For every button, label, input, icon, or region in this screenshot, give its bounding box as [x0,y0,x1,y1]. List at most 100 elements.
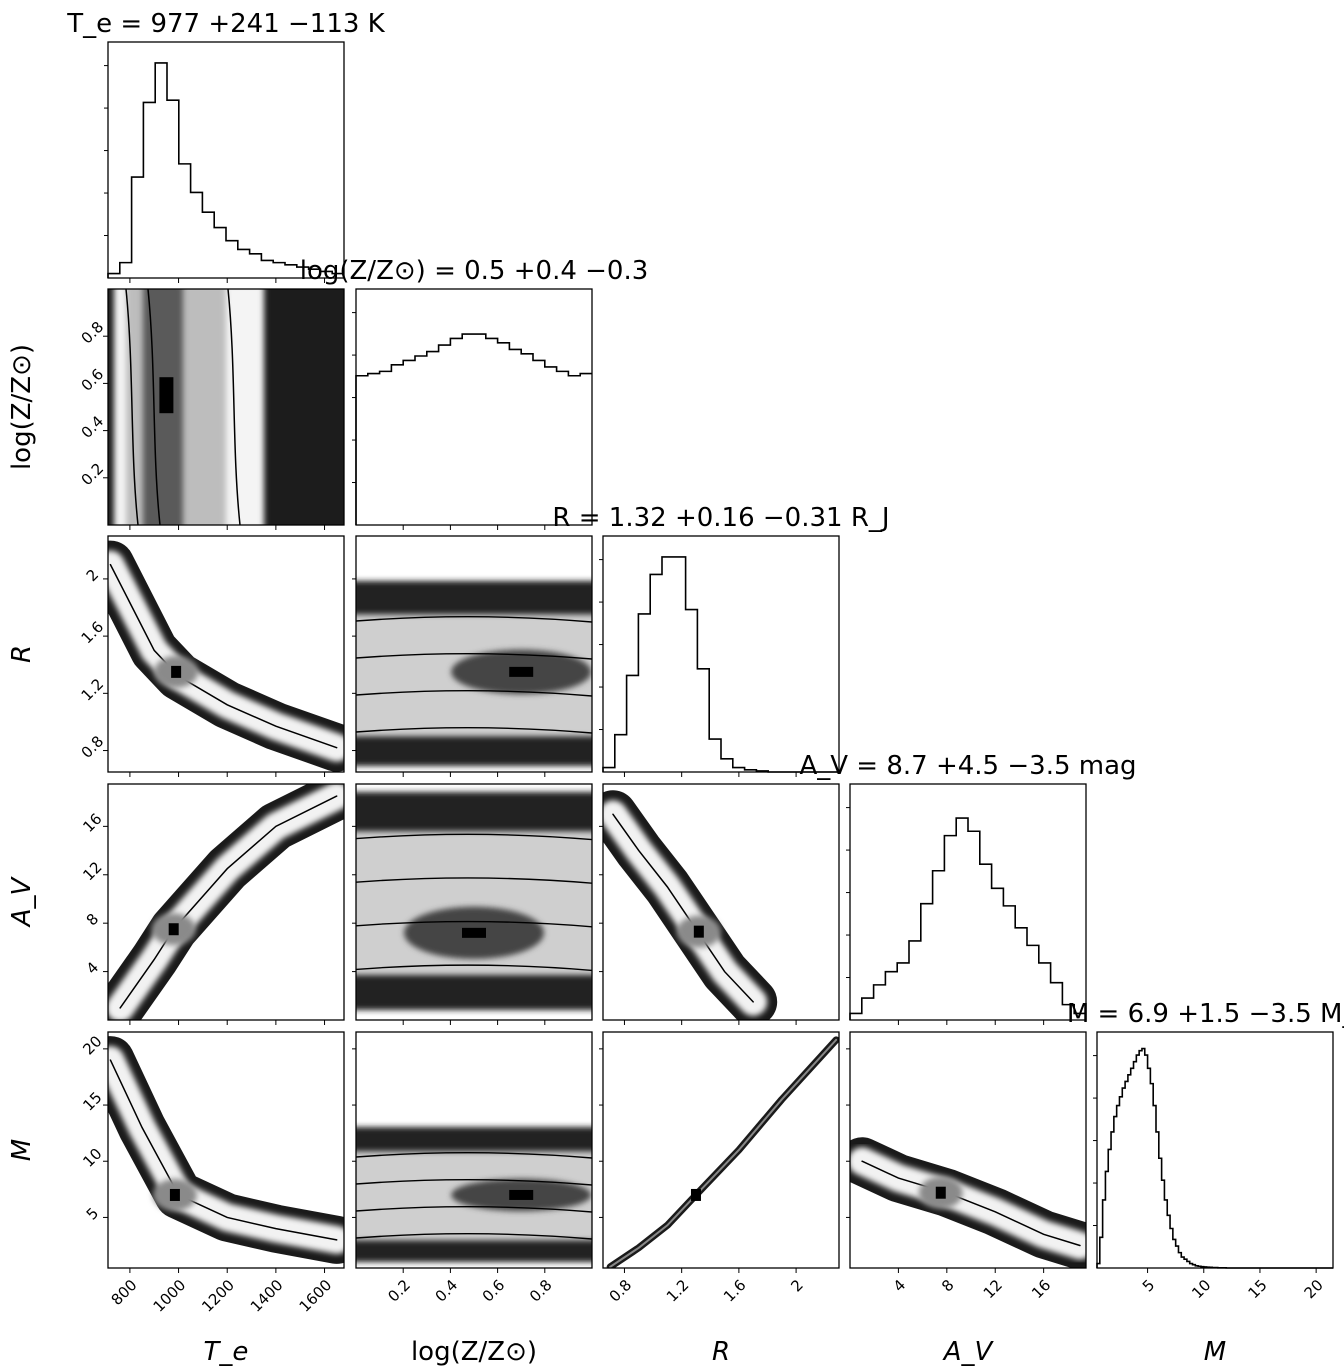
yaxis-label-M: M [7,1139,37,1161]
histogram-M: M = 6.9 +1.5 −3.5 M_J [1067,999,1344,1269]
ytick-label-logZ: 0.4 [78,412,108,442]
yaxis-label-Av: A_V [7,876,37,929]
ytick-label-Av: 4 [83,958,102,977]
xtick-label-logZ: 0.2 [384,1276,414,1306]
density-peak [159,377,174,414]
panel-bg [603,1032,839,1268]
ytick-label-M: 10 [79,1145,105,1171]
panel-content [108,1032,344,1268]
panel-content [356,784,592,1020]
density-peak [690,1188,701,1201]
contour-line [119,795,338,1009]
density-peak [693,925,704,938]
panel-frame-Av [849,783,1087,1021]
panel-frame-Te [107,41,345,279]
ytick-label-M: 15 [79,1088,105,1114]
xaxis-label-Av: A_V [942,1337,995,1367]
panel-title-Av: A_V = 8.7 +4.5 −3.5 mag [799,751,1136,781]
histogram-line-Te [107,62,344,278]
contour-line [147,289,161,525]
panel-frame-R [602,535,840,773]
xtick-label-logZ: 0.8 [526,1276,556,1306]
xtick-label-Te: 1600 [296,1276,336,1316]
ytick-label-Av: 12 [79,858,105,884]
ytick-label-Av: 8 [83,910,102,929]
contour-line [109,563,338,749]
histogram-line-R [602,556,839,773]
ytick-label-logZ: 0.6 [78,365,108,395]
xaxis-label-Te: T_e [204,1337,249,1367]
panel-content [356,536,592,772]
panel-frame [107,1031,345,1269]
panel-frame [602,783,840,1021]
panel-frame-logZ [355,288,593,526]
contour-line [356,833,592,841]
contour-line [356,920,592,928]
density-peak [168,923,179,936]
xtick-label-R: 2 [787,1276,806,1295]
panel-R-M [602,1031,840,1269]
contour-line [356,727,592,734]
contour-line [861,1160,1081,1247]
xtick-label-R: 1.6 [720,1276,750,1306]
panel-frame [355,783,593,1021]
panel-frame [602,1031,840,1269]
ytick-label-R: 1.2 [78,675,108,705]
contour-line [356,1206,592,1213]
xtick-label-Te: 1400 [247,1276,287,1316]
xaxis-label-R: R [712,1337,730,1367]
density-peak [509,666,534,677]
contour-line [356,653,592,660]
contour-line [356,1233,592,1240]
panel-frame-M [1096,1031,1334,1269]
contour-line [356,964,592,972]
ytick-label-R: 2 [83,566,102,585]
panel-R-Av [602,783,840,1021]
xtick-label-Av: 12 [980,1276,1006,1302]
xtick-label-Av: 16 [1028,1276,1054,1302]
ytick-label-logZ: 0.8 [78,318,108,348]
panel-title-M: M = 6.9 +1.5 −3.5 M_J [1067,999,1344,1029]
density-peak [935,1186,946,1199]
panel-frame [355,1031,593,1269]
ytick-label-logZ: 0.2 [78,459,108,489]
panel-frame [107,288,345,526]
histogram-R: R = 1.32 +0.16 −0.31 R_J [552,503,890,773]
xaxis-label-M: M [1204,1337,1226,1367]
contour-line [109,1059,338,1241]
xtick-label-R: 1.2 [663,1276,693,1306]
ytick-label-M: 20 [79,1032,105,1058]
contour-line [356,877,592,884]
density-peak [171,665,182,678]
panel-frame [849,1031,1087,1269]
panel-content [108,536,344,772]
histogram-line-logZ [355,333,592,525]
histogram-line-M [1096,1047,1333,1269]
panel-title-R: R = 1.32 +0.16 −0.31 R_J [552,503,889,533]
xtick-label-M: 10 [1188,1276,1214,1302]
panel-Te-Av [107,783,345,1021]
xtick-label-M: 5 [1139,1276,1158,1295]
histogram-logZ: log(Z/Z⊙) = 0.5 +0.4 −0.3 [300,256,649,526]
panel-logZ-M [355,1031,593,1269]
xtick-label-Av: 4 [890,1276,909,1295]
panel-title-logZ: log(Z/Z⊙) = 0.5 +0.4 −0.3 [300,256,649,286]
xtick-label-Te: 1200 [198,1276,238,1316]
xtick-label-Te: 800 [108,1276,141,1309]
contour-line [227,289,241,525]
contour-line [125,289,139,525]
panel-content [603,784,839,1020]
yaxis-label-logZ: log(Z/Z⊙) [7,344,37,470]
xtick-label-logZ: 0.4 [432,1276,462,1306]
panel-Te-M [107,1031,345,1269]
contour-line [612,813,754,1003]
contour-line [356,1179,592,1186]
panel-Te-logZ [107,288,345,526]
contour-line [356,690,592,697]
panel-content [850,1032,1086,1268]
panel-logZ-R [355,535,593,773]
xtick-label-Te: 1000 [150,1276,190,1316]
panel-content [108,289,344,525]
